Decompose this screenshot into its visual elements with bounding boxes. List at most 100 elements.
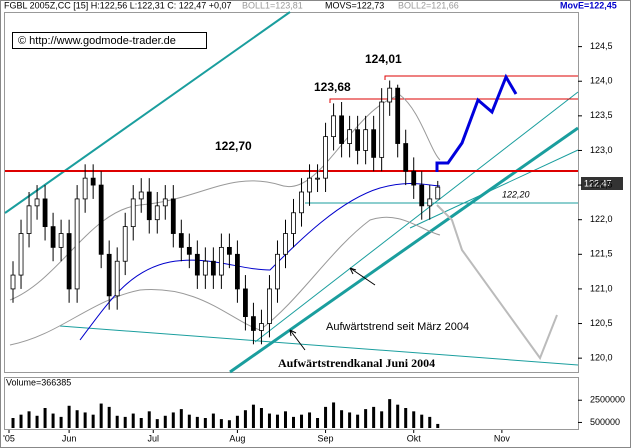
- candle-body: [387, 87, 393, 103]
- volume-bar: [27, 411, 31, 428]
- y-tick-label: 124,5: [590, 41, 613, 51]
- candle-body: [146, 191, 152, 221]
- candle-body: [98, 184, 104, 255]
- candle-body: [10, 274, 16, 290]
- volume-bar: [332, 402, 336, 428]
- x-tick-label: Jul: [148, 433, 160, 443]
- candle-body: [259, 323, 264, 331]
- annotation: Aufwärtstrendkanal Juni 2004: [278, 356, 435, 370]
- candle-body: [74, 198, 80, 290]
- candle-body: [379, 101, 385, 158]
- candle-body: [331, 115, 336, 138]
- y-tick-label: 123,0: [590, 145, 613, 155]
- volume-bar: [163, 415, 167, 428]
- annotation: 124,01: [365, 52, 402, 66]
- volume-tick-label: 500000: [590, 417, 620, 427]
- y-tick-label: 120,0: [590, 353, 613, 363]
- volume-bar: [59, 416, 63, 428]
- volume-bar: [388, 399, 392, 428]
- candle-body: [202, 260, 208, 276]
- volume-bar: [99, 403, 103, 428]
- candle-body: [194, 253, 200, 276]
- volume-label: Volume=366385: [6, 377, 71, 387]
- candle-body: [411, 170, 417, 186]
- volume-bar: [243, 410, 247, 428]
- volume-bar: [404, 408, 408, 428]
- volume-bar: [187, 414, 191, 428]
- candle-body: [315, 177, 320, 180]
- candle-body: [371, 129, 377, 158]
- annotation: Aufwärtstrend seit März 2004: [326, 321, 469, 333]
- candle-body: [243, 288, 248, 318]
- copyright-box: [12, 32, 207, 49]
- x-tick-label: Sep: [318, 433, 334, 443]
- volume-bar: [11, 418, 15, 428]
- y-tick-label: 121,5: [590, 249, 613, 259]
- volume-bar: [171, 412, 175, 428]
- x-tick-label: Nov: [494, 433, 511, 443]
- candle-body: [235, 253, 240, 290]
- candle-body: [114, 260, 120, 297]
- volume-bar: [139, 418, 143, 428]
- volume-bar: [147, 411, 151, 428]
- volume-bar: [356, 414, 360, 428]
- candle-body: [130, 198, 136, 228]
- annotation: 123,68: [314, 80, 351, 94]
- candle-body: [82, 177, 88, 200]
- volume-tick-label: 2500000: [590, 395, 625, 405]
- volume-bar: [372, 406, 376, 428]
- candle-body: [275, 253, 280, 290]
- y-tick-label: 122,0: [590, 214, 613, 224]
- candle-body: [283, 233, 288, 255]
- volume-bar: [364, 409, 368, 428]
- last-price-box: [581, 177, 623, 190]
- volume-bar: [436, 423, 440, 428]
- last-price: 122,47: [584, 178, 612, 188]
- volume-bar: [259, 408, 263, 428]
- volume-bar: [19, 414, 23, 428]
- candle-body: [435, 186, 441, 200]
- volume-bar: [308, 412, 312, 428]
- x-tick-label: Okt: [407, 433, 422, 443]
- volume-bar: [235, 415, 239, 428]
- volume-bar: [107, 406, 111, 428]
- candle-body: [419, 184, 425, 207]
- annotation: 122,20: [502, 189, 530, 199]
- candle-body: [186, 246, 192, 255]
- header-main: FGBL 2005Z,CC [15] H:122,56 L:122,31 C: …: [4, 0, 232, 10]
- candle-body: [26, 205, 32, 234]
- candle-body: [218, 246, 224, 276]
- x-tick-label: '05: [3, 433, 15, 443]
- y-tick-label: 124,0: [590, 76, 613, 86]
- candle-body: [267, 288, 272, 324]
- volume-bar: [131, 413, 135, 428]
- y-tick-label: 123,5: [590, 110, 613, 120]
- volume-bar: [155, 419, 159, 428]
- candle-body: [154, 205, 160, 221]
- volume-panel: [4, 377, 579, 430]
- volume-bar: [428, 416, 432, 428]
- candle-body: [90, 177, 96, 186]
- candle-body: [339, 115, 344, 144]
- volume-bar: [324, 406, 328, 428]
- volume-bar: [348, 412, 352, 428]
- volume-bar: [35, 415, 39, 428]
- volume-bar: [267, 413, 271, 428]
- candle-body: [106, 253, 112, 297]
- candle-body: [210, 260, 216, 276]
- candle-body: [403, 143, 409, 172]
- candle-body: [138, 191, 144, 200]
- volume-bar: [227, 420, 231, 428]
- candle-body: [291, 212, 296, 234]
- x-tick-label: Jun: [62, 433, 77, 443]
- candle-body: [323, 136, 328, 179]
- candle-body: [427, 198, 433, 207]
- candle-body: [162, 198, 168, 207]
- header-move: MovE=122,45: [560, 0, 617, 10]
- candle-body: [347, 129, 353, 144]
- candle-body: [363, 129, 369, 151]
- candle-body: [18, 233, 24, 276]
- volume-bar: [300, 414, 304, 428]
- volume-bar: [275, 414, 279, 428]
